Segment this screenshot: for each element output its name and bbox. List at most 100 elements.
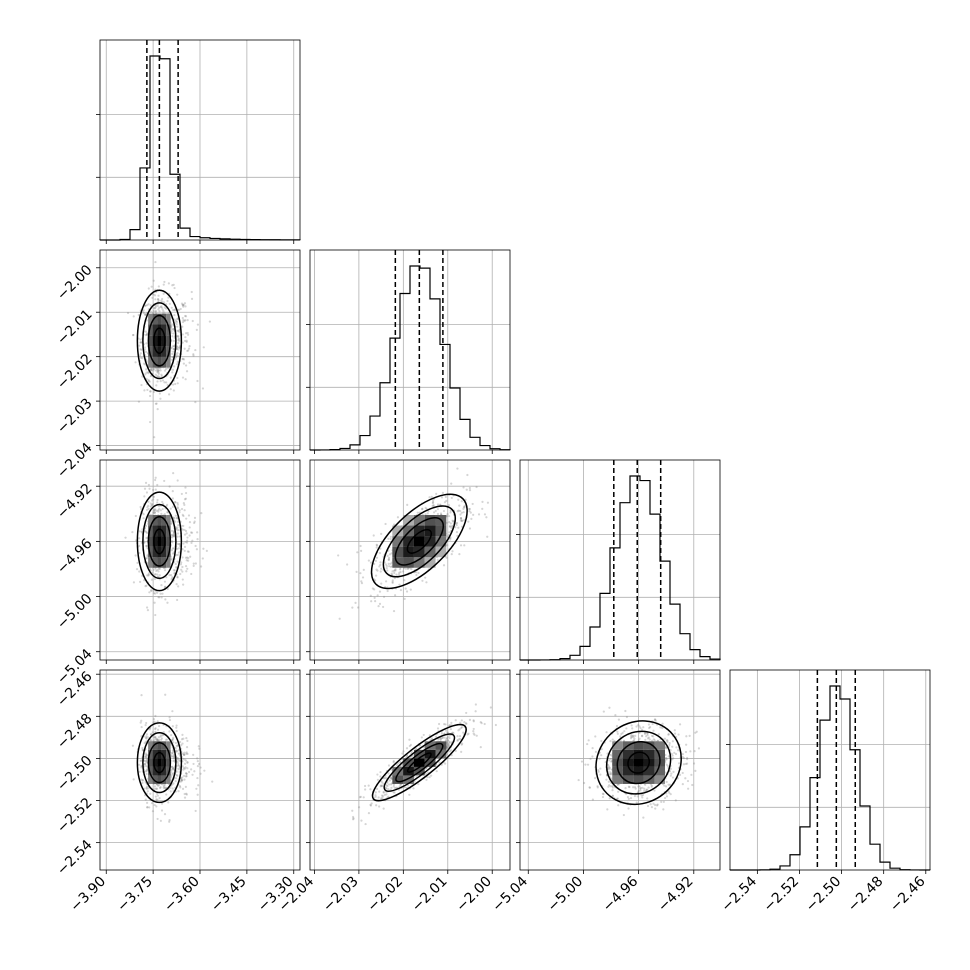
scatter-point (641, 793, 645, 797)
scatter-point (176, 560, 179, 563)
scatter-point (475, 734, 478, 737)
scatter-point (653, 718, 656, 721)
scatter-point (367, 784, 370, 787)
scatter-point (168, 302, 171, 305)
scatter-point (178, 542, 181, 546)
panel-frame (99, 249, 301, 451)
scatter-point (430, 774, 433, 777)
scatter-point (452, 731, 455, 735)
scatter-point (644, 738, 647, 741)
scatter-point (186, 752, 189, 756)
density-cell (148, 766, 153, 776)
scatter-point (622, 739, 626, 742)
scatter-point (682, 763, 686, 766)
scatter-point (671, 745, 674, 748)
scatter-point (659, 726, 662, 729)
scatter-point (617, 790, 620, 793)
scatter-point (374, 794, 377, 797)
scatter-point (667, 783, 670, 786)
scatter-point (381, 781, 384, 784)
density-cell (161, 515, 167, 526)
scatter-point (448, 520, 451, 524)
scatter-point (174, 501, 177, 504)
scatter-point (160, 299, 163, 302)
scatter-point (168, 820, 171, 823)
scatter-point (617, 718, 621, 721)
scatter-point (172, 533, 176, 536)
scatter-point (149, 502, 152, 505)
scatter-point (152, 568, 155, 572)
density-cell (152, 741, 158, 750)
scatter-point (401, 752, 404, 755)
scatter-point (181, 357, 184, 360)
scatter-point (147, 287, 150, 290)
scatter-point (645, 735, 648, 738)
scatter-point (174, 357, 177, 360)
scatter-point (196, 757, 199, 760)
scatter-point (180, 561, 183, 564)
scatter-point (607, 763, 610, 767)
scatter-point (405, 747, 409, 750)
scatter-point (357, 806, 361, 809)
scatter-point (160, 306, 164, 309)
panel-frame (309, 669, 511, 871)
scatter-point (665, 739, 669, 742)
scatter-point (403, 579, 406, 582)
scatter-point (145, 785, 149, 788)
scatter-point (616, 797, 619, 800)
scatter-point (649, 726, 652, 729)
density-cell (435, 536, 447, 547)
scatter-point (144, 798, 147, 801)
x-tick-label: −5.04 (489, 873, 531, 915)
scatter-point (169, 388, 172, 391)
scatter-point (406, 567, 409, 570)
scatter-point (385, 787, 388, 790)
scatter-point (146, 768, 149, 771)
scatter-point (153, 738, 156, 742)
scatter-point (145, 544, 148, 548)
scatter-point (173, 286, 176, 290)
scatter-point (177, 585, 180, 588)
scatter-panel-2-1 (306, 459, 511, 664)
scatter-point (185, 340, 188, 343)
scatter-point (148, 567, 152, 570)
scatter-point (664, 747, 668, 750)
scatter-point (635, 725, 638, 728)
density-cell (157, 515, 162, 526)
scatter-point (376, 569, 379, 572)
density-cell (166, 766, 171, 776)
scatter-point (394, 569, 397, 572)
scatter-point (436, 503, 440, 506)
scatter-point (459, 519, 463, 522)
scatter-point (172, 767, 175, 770)
scatter-point (395, 786, 398, 789)
scatter-point (447, 743, 451, 746)
contour-level (142, 503, 177, 580)
scatter-point (175, 750, 178, 753)
scatter-point (610, 760, 613, 763)
scatter-point (605, 778, 608, 781)
scatter-point (663, 784, 666, 787)
scatter-point (667, 733, 670, 736)
contour-level (406, 752, 432, 773)
scatter-point (652, 729, 655, 732)
scatter-point (469, 511, 472, 514)
scatter-point (392, 783, 396, 786)
density-cell (403, 536, 414, 547)
scatter-point (352, 815, 355, 819)
scatter-point (643, 732, 647, 735)
density-cell (157, 775, 162, 784)
scatter-point (178, 509, 181, 512)
scatter-point (185, 541, 189, 544)
density-cell (166, 324, 171, 336)
scatter-point (180, 780, 183, 783)
scatter-point (448, 525, 452, 528)
scatter-point (182, 524, 185, 528)
scatter-point (690, 773, 693, 776)
scatter-point (144, 755, 147, 759)
scatter-point (181, 333, 184, 336)
scatter-point (175, 527, 178, 530)
density-cell (157, 324, 162, 336)
scatter-point (472, 720, 475, 723)
scatter-point (434, 735, 438, 738)
